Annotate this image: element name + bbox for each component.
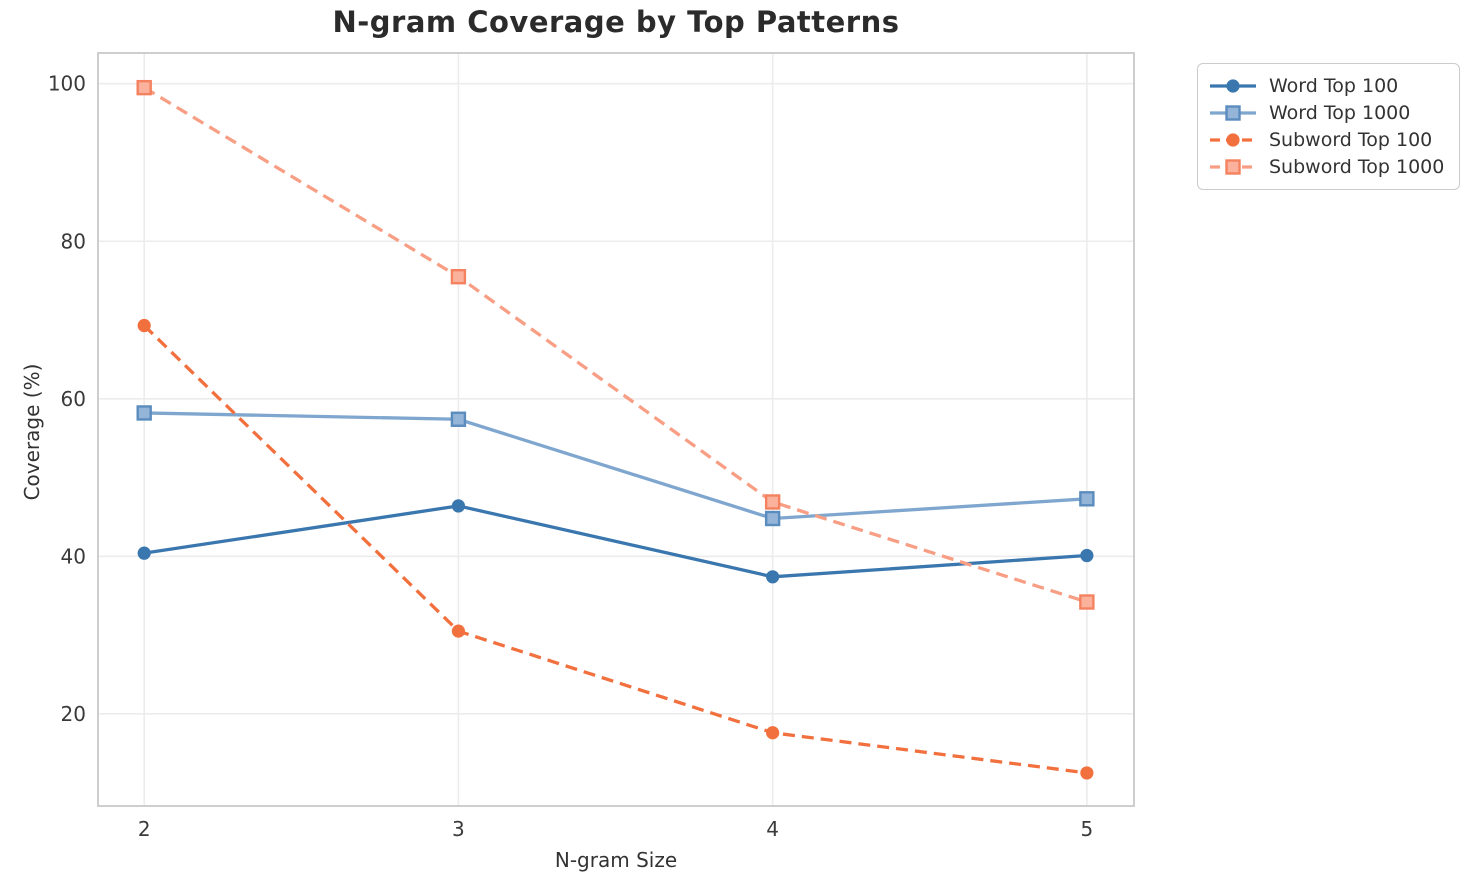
legend-label: Subword Top 1000 — [1269, 156, 1445, 178]
plot-border — [97, 52, 1135, 807]
data-point-marker — [1079, 594, 1095, 610]
legend-item: Subword Top 1000 — [1209, 154, 1449, 180]
data-point-marker — [1225, 159, 1241, 175]
y-tick-label: 100 — [48, 72, 86, 96]
data-point-marker — [451, 499, 466, 513]
data-point-marker — [136, 405, 152, 421]
legend-label: Word Top 1000 — [1269, 102, 1411, 124]
data-point-marker — [766, 570, 780, 584]
y-tick-label: 20 — [61, 702, 86, 726]
series-line — [143, 324, 1088, 775]
legend-item: Word Top 1000 — [1209, 100, 1449, 126]
data-point-marker — [450, 268, 467, 285]
data-point-marker — [1079, 491, 1095, 507]
series-subword-top-100 — [137, 318, 1094, 780]
y-tick-label: 60 — [61, 387, 86, 411]
y-axis-label: Coverage (%) — [20, 363, 44, 501]
legend-line-sample — [1210, 159, 1256, 175]
data-point-marker — [136, 79, 152, 96]
data-point-marker — [450, 411, 467, 427]
x-tick-label: 2 — [138, 817, 151, 841]
legend-item: Subword Top 100 — [1209, 127, 1449, 153]
data-point-marker — [766, 726, 780, 740]
data-point-marker — [451, 624, 466, 638]
legend-line-sample — [1210, 79, 1256, 93]
series-word-top-100 — [137, 499, 1094, 584]
series-subword-top-1000 — [136, 79, 1095, 610]
legend-line-sample — [1210, 105, 1256, 121]
x-tick-label: 3 — [452, 817, 465, 841]
legend-item: Word Top 100 — [1209, 73, 1449, 99]
data-point-marker — [1080, 766, 1094, 780]
y-tick-label: 80 — [61, 229, 86, 253]
data-point-marker — [764, 510, 781, 527]
legend-label: Word Top 100 — [1269, 75, 1399, 97]
series-line — [144, 411, 1087, 521]
series-line — [143, 504, 1087, 579]
legend: Word Top 100 Word Top 1000 Subword Top 100… — [1197, 63, 1460, 190]
data-point-marker — [1080, 548, 1094, 563]
y-tick-label: 40 — [61, 544, 86, 568]
data-point-marker — [1226, 79, 1240, 93]
legend-line-sample — [1210, 133, 1256, 147]
x-tick-label: 4 — [766, 817, 779, 841]
series-word-top-1000 — [136, 405, 1095, 527]
data-point-marker — [137, 546, 151, 560]
legend-label: Subword Top 100 — [1269, 129, 1433, 151]
data-point-marker — [1225, 105, 1241, 121]
data-point-marker — [137, 318, 151, 333]
series-line — [143, 86, 1088, 604]
x-tick-label: 5 — [1080, 817, 1093, 841]
data-point-marker — [1226, 133, 1240, 147]
data-point-marker — [764, 494, 781, 510]
chart-title: N-gram Coverage by Top Patterns — [332, 5, 900, 39]
x-axis-label: N-gram Size — [554, 848, 678, 872]
